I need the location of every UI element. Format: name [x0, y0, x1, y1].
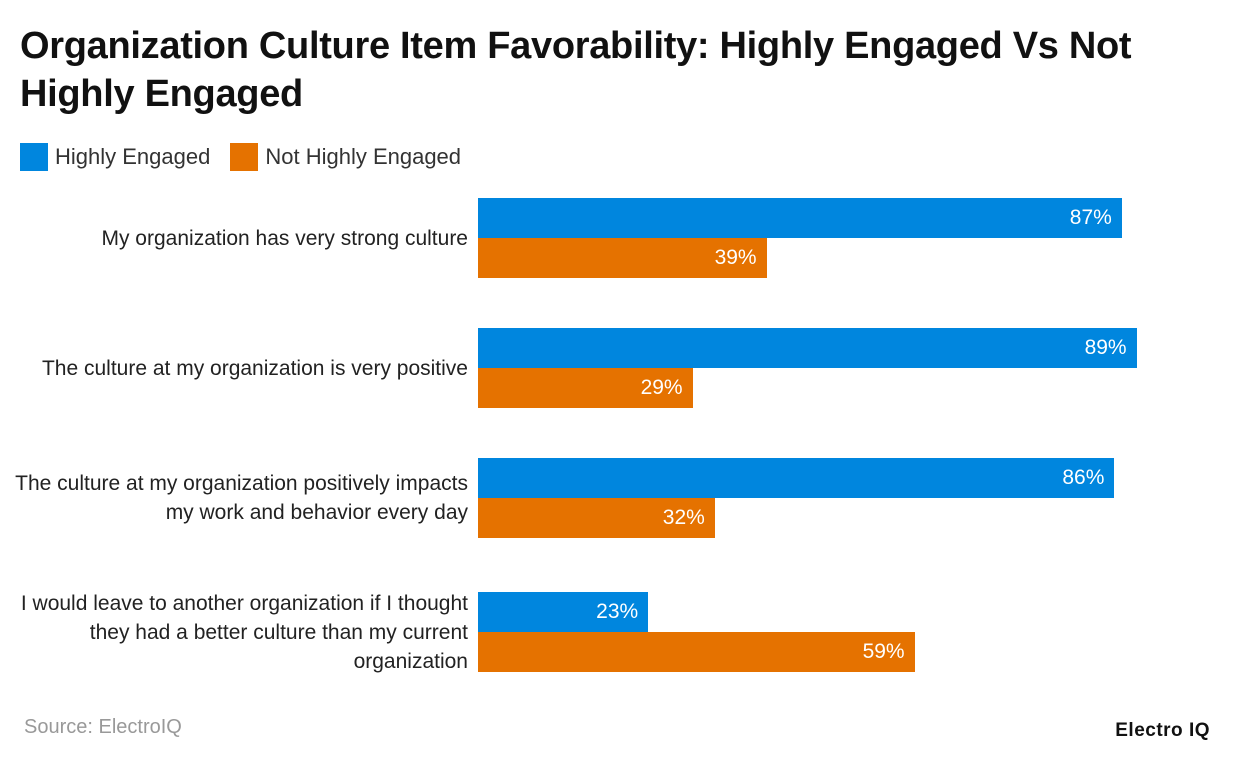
bar-not-highly-engaged: 39%	[478, 238, 767, 278]
category-label: My organization has very strong culture	[101, 226, 468, 250]
data-label: 32%	[662, 506, 705, 529]
legend: Highly Engaged Not Highly Engaged	[20, 143, 481, 171]
data-label: 29%	[640, 376, 683, 399]
bar-not-highly-engaged: 59%	[478, 632, 915, 672]
legend-swatch	[20, 143, 48, 171]
chart-title: Organization Culture Item Favorability: …	[20, 25, 1132, 115]
bar-highly-engaged: 89%	[478, 328, 1137, 368]
bar-highly-engaged: 23%	[478, 592, 649, 632]
legend-label: Highly Engaged	[55, 144, 211, 169]
bar-highly-engaged: 86%	[478, 458, 1115, 498]
data-label: 23%	[596, 600, 639, 623]
category-label: The culture at my organization is very p…	[41, 356, 468, 380]
data-label: 39%	[714, 246, 757, 269]
data-label: 87%	[1069, 206, 1112, 229]
source-note: Source: ElectroIQ	[24, 716, 182, 738]
legend-item-not-highly-engaged: Not Highly Engaged	[230, 143, 461, 171]
bar-not-highly-engaged: 29%	[478, 368, 693, 408]
data-label: 89%	[1084, 336, 1127, 359]
legend-swatch	[230, 143, 259, 171]
legend-label: Not Highly Engaged	[265, 144, 462, 169]
legend-item-highly-engaged: Highly Engaged	[20, 143, 210, 171]
data-label: 59%	[862, 640, 905, 663]
category-label: The culture at my organization positivel…	[15, 472, 468, 524]
bar-not-highly-engaged: 32%	[478, 498, 715, 538]
category-label: I would leave to another organization if…	[20, 591, 468, 673]
data-label: 86%	[1062, 466, 1105, 489]
bar-highly-engaged: 87%	[478, 198, 1122, 238]
electroiq-logo: Electro IQ	[1115, 720, 1210, 741]
